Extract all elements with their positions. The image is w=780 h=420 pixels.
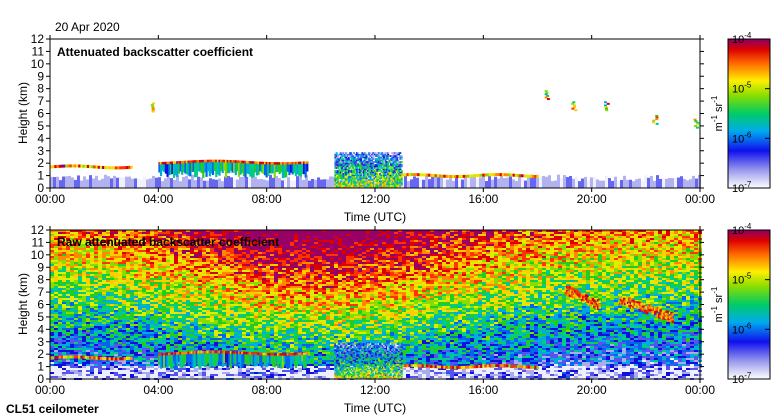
x-tick-label: 12:00 (360, 192, 390, 206)
y-tick-label: 7 (37, 94, 44, 108)
x-axis-label: Time (UTC) (344, 401, 406, 415)
x-tick-label: 20:00 (577, 192, 607, 206)
x-tick-label: 00:00 (685, 192, 715, 206)
y-tick-label: 7 (37, 285, 44, 299)
feature-cloud-base-line (50, 164, 133, 170)
panel-title: Raw attenuated backscatter coefficient (57, 235, 279, 249)
feature-cloud-base-line (50, 355, 133, 361)
colorbar-tick-label: 10-7 (732, 180, 752, 195)
y-tick-label: 3 (37, 335, 44, 349)
y-tick-label: 8 (37, 82, 44, 96)
x-tick-label: 16:00 (468, 192, 498, 206)
y-tick-label: 6 (37, 107, 44, 121)
y-tick-label: 6 (37, 298, 44, 312)
x-tick-label: 00:00 (35, 383, 65, 397)
backscatter-features (50, 230, 702, 380)
y-tick-label: 5 (37, 310, 44, 324)
feature-isolated-cloud (571, 101, 578, 112)
y-tick-label: 2 (37, 347, 44, 361)
x-tick-label: 20:00 (577, 383, 607, 397)
feature-isolated-cloud (693, 118, 700, 129)
instrument-label: CL51 ceilometer (6, 402, 99, 416)
feature-cloud-layer (158, 350, 309, 369)
y-tick-label: 0 (37, 372, 44, 386)
colorbar-tick-label: 10-7 (732, 371, 752, 386)
colorbar-tick-label: 10-6 (732, 321, 752, 336)
feature-cloud-layer (158, 159, 309, 179)
y-tick-label: 12 (31, 32, 45, 46)
y-axis-label: Height (km) (16, 82, 30, 144)
x-tick-label: 08:00 (252, 192, 282, 206)
colorbar-tick-label: 10-4 (732, 31, 752, 46)
feature-noisy-background (50, 230, 702, 380)
colorbar-tick-label: 10-6 (732, 130, 752, 145)
colorbar-unit-label: m-1 sr-1 (710, 95, 725, 131)
feature-elevated-aerosol (564, 285, 601, 310)
y-tick-label: 9 (37, 69, 44, 83)
y-tick-label: 10 (31, 248, 45, 262)
feature-isolated-cloud (150, 102, 156, 113)
panel-title: Attenuated backscatter coefficient (57, 45, 253, 59)
colorbar-tick-label: 10-5 (732, 81, 752, 96)
colorbar-unit-label: m-1 sr-1 (710, 286, 725, 322)
y-tick-label: 4 (37, 131, 44, 145)
y-tick-label: 1 (37, 169, 44, 183)
feature-high-signal-region (334, 343, 403, 380)
x-tick-label: 16:00 (468, 383, 498, 397)
y-tick-label: 5 (37, 119, 44, 133)
y-tick-label: 10 (31, 57, 45, 71)
feature-cloud-base-line (402, 173, 539, 179)
backscatter-features (50, 90, 701, 189)
y-tick-label: 8 (37, 273, 44, 287)
y-tick-label: 9 (37, 260, 44, 274)
x-tick-label: 04:00 (143, 383, 173, 397)
x-axis-label: Time (UTC) (344, 210, 406, 224)
y-tick-label: 3 (37, 144, 44, 158)
feature-cloud-base-line (402, 364, 539, 370)
x-tick-label: 04:00 (143, 192, 173, 206)
colorbar-tick-label: 10-4 (732, 222, 752, 237)
feature-isolated-cloud (603, 101, 610, 112)
y-tick-label: 1 (37, 360, 44, 374)
y-tick-label: 2 (37, 156, 44, 170)
feature-isolated-cloud (544, 90, 550, 101)
feature-elevated-aerosol (618, 294, 675, 324)
y-axis-label: Height (km) (16, 273, 30, 335)
y-tick-label: 0 (37, 181, 44, 195)
colorbar-tick-label: 10-5 (732, 272, 752, 287)
x-tick-label: 00:00 (35, 192, 65, 206)
y-tick-label: 12 (31, 223, 45, 237)
x-tick-label: 08:00 (252, 383, 282, 397)
feature-isolated-cloud (652, 114, 659, 125)
feature-high-signal-region (334, 152, 403, 189)
x-tick-label: 12:00 (360, 383, 390, 397)
y-tick-label: 4 (37, 322, 44, 336)
colorbar-gradient (727, 229, 771, 380)
date-label: 20 Apr 2020 (55, 20, 120, 34)
colorbar-top: 10-4 10-5 10-6 10-7 m-1 sr-1 (710, 31, 771, 195)
colorbar-gradient (727, 38, 771, 189)
y-tick-label: 11 (32, 44, 45, 58)
y-tick-label: 11 (32, 235, 45, 249)
x-tick-label: 00:00 (685, 383, 715, 397)
colorbar-bottom: 10-4 10-5 10-6 10-7 m-1 sr-1 (710, 222, 771, 386)
